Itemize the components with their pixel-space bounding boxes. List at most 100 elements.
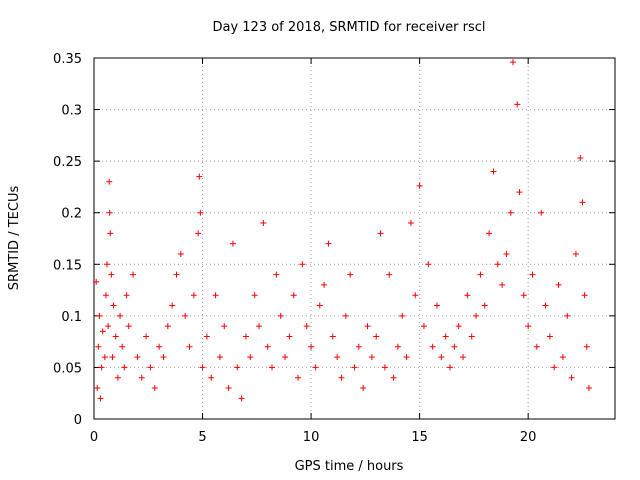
data-point <box>277 312 284 319</box>
data-point <box>585 385 592 392</box>
y-tick-label: 0.2 <box>61 207 82 222</box>
data-point <box>559 354 566 361</box>
y-tick-label: 0.3 <box>61 104 82 119</box>
data-point <box>525 323 532 330</box>
data-point <box>516 189 523 196</box>
data-point <box>460 354 467 361</box>
data-point <box>251 292 258 299</box>
data-point <box>107 230 114 237</box>
data-point <box>119 343 126 350</box>
data-point <box>334 354 341 361</box>
data-point <box>399 312 406 319</box>
data-point <box>308 343 315 350</box>
data-point <box>299 261 306 268</box>
data-point <box>130 271 137 278</box>
data-point <box>186 343 193 350</box>
data-point <box>568 374 575 381</box>
data-point <box>481 302 488 309</box>
data-point <box>468 333 475 340</box>
data-point <box>572 250 579 257</box>
data-point <box>121 364 128 371</box>
data-point <box>577 155 584 162</box>
x-axis-label: GPS time / hours <box>295 459 404 474</box>
data-point <box>282 354 289 361</box>
data-point <box>156 343 163 350</box>
data-point <box>247 354 254 361</box>
x-tick-label: 0 <box>90 430 98 445</box>
data-point <box>229 240 236 247</box>
data-point <box>486 230 493 237</box>
data-point <box>542 302 549 309</box>
data-point <box>420 323 427 330</box>
data-point <box>347 271 354 278</box>
data-point <box>199 364 206 371</box>
data-point <box>351 364 358 371</box>
data-point <box>329 333 336 340</box>
data-point <box>106 209 113 216</box>
data-point <box>221 323 228 330</box>
data-point <box>581 292 588 299</box>
data-point <box>147 364 154 371</box>
data-point <box>212 292 219 299</box>
y-tick-label: 0.25 <box>53 155 82 170</box>
data-point <box>455 323 462 330</box>
x-tick-label: 10 <box>303 430 320 445</box>
data-point <box>125 323 132 330</box>
data-point <box>438 354 445 361</box>
data-point <box>242 333 249 340</box>
data-point <box>164 323 171 330</box>
data-point <box>101 354 108 361</box>
data-point <box>464 292 471 299</box>
x-tick-label: 20 <box>520 430 537 445</box>
data-point <box>360 385 367 392</box>
data-point <box>583 343 590 350</box>
data-point <box>403 354 410 361</box>
data-point <box>451 343 458 350</box>
data-point <box>520 292 527 299</box>
data-point <box>412 292 419 299</box>
data-point <box>390 374 397 381</box>
plot-frame <box>93 57 616 420</box>
data-point <box>368 354 375 361</box>
data-point <box>551 364 558 371</box>
data-point <box>286 333 293 340</box>
data-point <box>98 364 105 371</box>
data-point <box>182 312 189 319</box>
data-point <box>108 271 115 278</box>
y-tick-label: 0.1 <box>61 310 82 325</box>
data-point <box>433 302 440 309</box>
data-point <box>97 395 104 402</box>
data-point <box>195 230 202 237</box>
data-point <box>325 240 332 247</box>
data-point <box>338 374 345 381</box>
data-point <box>177 250 184 257</box>
data-point <box>96 312 103 319</box>
y-axis-label: SRMTID / TECUs <box>7 186 22 291</box>
data-point <box>93 278 100 285</box>
y-tick-label: 0.15 <box>53 258 82 273</box>
x-tick-label: 15 <box>411 430 428 445</box>
data-point <box>394 343 401 350</box>
axis-ticks: 0 0.05 0.1 0.15 0.2 0.25 0.3 0.35 0 5 10 15 20 <box>53 52 615 445</box>
data-point <box>303 323 310 330</box>
data-point <box>564 312 571 319</box>
data-point <box>538 209 545 216</box>
data-point <box>473 312 480 319</box>
data-point <box>196 173 203 180</box>
data-point <box>316 302 323 309</box>
data-point <box>123 292 130 299</box>
data-point <box>143 333 150 340</box>
data-point <box>355 343 362 350</box>
data-point <box>509 59 516 66</box>
data-points <box>93 59 592 402</box>
data-point <box>260 220 267 227</box>
data-point <box>579 199 586 206</box>
data-point <box>407 220 414 227</box>
data-point <box>273 271 280 278</box>
data-point <box>169 302 176 309</box>
data-point <box>203 333 210 340</box>
data-point <box>114 374 121 381</box>
data-point <box>109 354 116 361</box>
data-point <box>425 261 432 268</box>
